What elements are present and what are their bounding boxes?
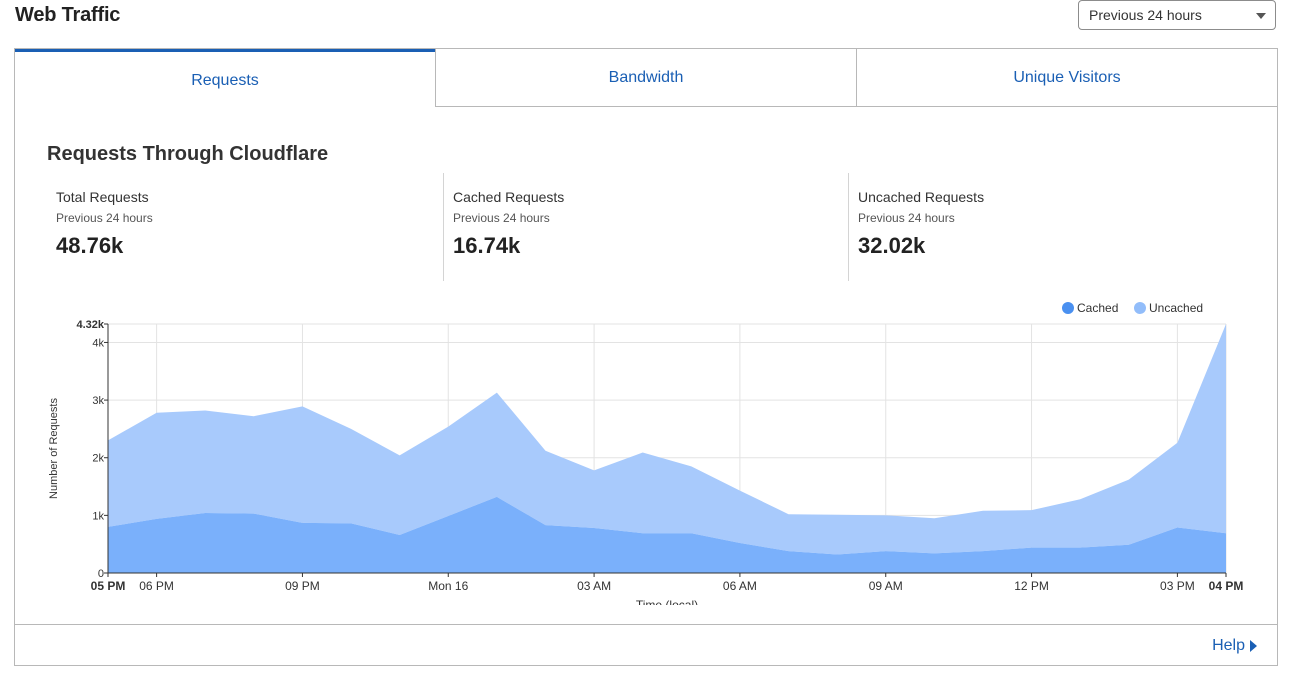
series-area-cached [108,496,1226,573]
stat-period: Previous 24 hours [56,211,153,225]
legend-label-cached: Cached [1077,301,1118,315]
y-tick-label: 3k [92,395,104,407]
x-tick-label: 09 AM [869,579,903,593]
tab-unique-visitors[interactable]: Unique Visitors [856,49,1277,107]
stat-value: 16.74k [453,233,521,258]
stat-label: Uncached Requests [858,189,985,205]
tab-requests[interactable]: Requests [15,49,435,107]
stat-value: 32.02k [858,233,926,258]
y-tick-label: 4.32k [76,319,104,331]
stat-period: Previous 24 hours [453,211,550,225]
legend-label-uncached: Uncached [1149,301,1203,315]
stat-total-requests: Total Requests Previous 24 hours 48.76k [47,173,442,281]
x-tick-label: 03 PM [1160,579,1195,593]
y-tick-label: 2k [92,453,104,465]
stat-cached-requests: Cached Requests Previous 24 hours 16.74k [443,173,838,281]
help-label: Help [1212,637,1245,654]
y-axis-title: Number of Requests [48,398,60,499]
x-tick-label: 06 AM [723,579,757,593]
caret-right-icon [1250,640,1257,652]
footer-divider [15,624,1277,625]
x-tick-label: 05 PM [91,579,126,593]
stat-label: Total Requests [56,189,149,205]
y-tick-label: 0 [98,568,104,580]
tab-bandwidth[interactable]: Bandwidth [435,49,856,107]
web-traffic-card: Requests Bandwidth Unique Visitors Reque… [14,48,1278,666]
stat-value: 48.76k [56,233,124,258]
chevron-down-icon [1256,13,1266,19]
x-tick-label: 03 AM [577,579,611,593]
section-title: Requests Through Cloudflare [47,143,329,165]
x-tick-label: 09 PM [285,579,320,593]
x-tick-label: 04 PM [1209,579,1244,593]
time-range-value: Previous 24 hours [1089,7,1202,23]
x-tick-label: 06 PM [139,579,174,593]
x-axis-title: Time (local) [636,598,698,605]
legend-swatch-cached [1062,302,1074,314]
stat-uncached-requests: Uncached Requests Previous 24 hours 32.0… [848,173,1243,281]
series-area-uncached [108,324,1226,555]
x-tick-label: 12 PM [1014,579,1049,593]
requests-chart: 0 1k 2k 3k 4k 4.32k 05 PM 06 PM 09 PM Mon 16 03 AM… [48,301,1244,605]
page-title: Web Traffic [15,4,121,26]
stat-label: Cached Requests [453,189,565,205]
help-link[interactable]: Help [1212,637,1257,655]
y-tick-label: 1k [92,510,104,522]
time-range-select[interactable]: Previous 24 hours [1078,0,1276,30]
x-tick-label: Mon 16 [428,579,468,593]
stat-period: Previous 24 hours [858,211,955,225]
y-tick-label: 4k [92,337,104,349]
legend-swatch-uncached [1134,302,1146,314]
tab-bar: Requests Bandwidth Unique Visitors [15,49,1277,107]
